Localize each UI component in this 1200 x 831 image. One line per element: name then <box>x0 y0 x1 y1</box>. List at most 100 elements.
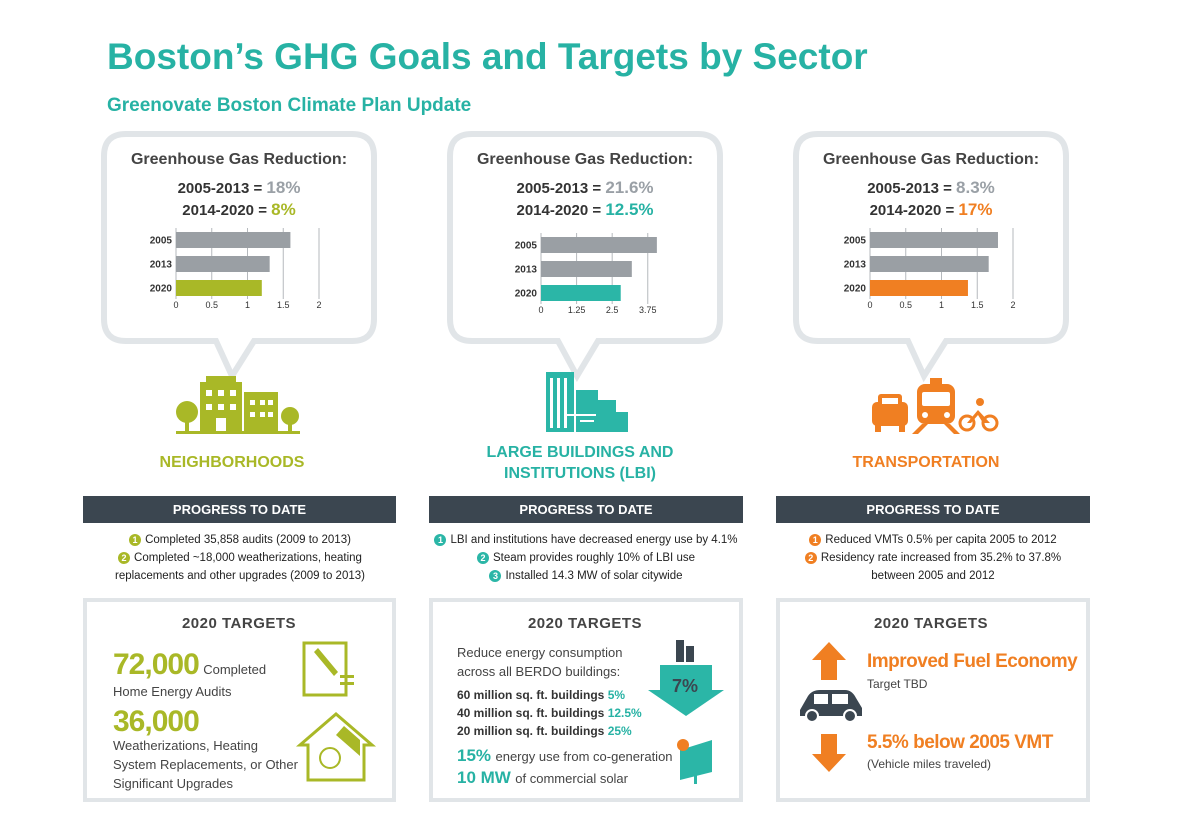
bar <box>176 280 262 296</box>
bar <box>870 256 989 272</box>
x-tick-label: 1 <box>939 300 944 310</box>
target-heading: Improved Fuel Economy <box>867 651 1078 672</box>
targets-title: 2020 TARGETS <box>527 615 643 632</box>
x-tick-label: 2 <box>1010 300 1015 310</box>
target-figure: 15% <box>457 746 492 765</box>
target-line: 40 million sq. ft. buildings 12.5% <box>457 704 642 722</box>
y-tick-label: 2013 <box>150 260 173 271</box>
target-text: (Vehicle miles traveled) <box>867 757 992 771</box>
reduction: 2005-2013 = 21.6% <box>516 178 653 198</box>
progress-item: 2 Residency rate increased from 35.2% to … <box>790 549 1076 585</box>
reduction: 2014-2020 = 17% <box>870 200 993 220</box>
bar <box>176 232 291 248</box>
progress-list: 1 LBI and institutions have decreased ene… <box>429 531 743 585</box>
targets-title: 2020 TARGETS <box>181 615 297 632</box>
reduction-value: 12.5% <box>605 200 654 219</box>
bar <box>541 237 657 253</box>
x-tick-label: 1.25 <box>568 305 586 315</box>
item-number: 1 <box>129 534 142 546</box>
item-number: 1 <box>809 534 822 546</box>
item-number: 2 <box>804 552 817 564</box>
targets-title: 2020 TARGETS <box>873 615 989 632</box>
item-text: Completed 35,858 audits (2009 to 2013) <box>145 534 351 546</box>
reduction: 2014-2020 = 12.5% <box>516 200 653 220</box>
line-value: 5% <box>607 688 626 702</box>
x-tick-label: 1.5 <box>971 300 984 310</box>
item-text: Installed 14.3 MW of solar citywide <box>505 570 683 582</box>
target-figure: 36,000 <box>113 705 200 738</box>
progress-header: PROGRESS TO DATE <box>429 496 743 523</box>
reduction-value: 21.6% <box>605 178 654 197</box>
y-tick-label: 2005 <box>515 241 538 252</box>
item-number: 2 <box>476 552 489 564</box>
item-number: 1 <box>434 534 447 546</box>
transportation-icon <box>872 378 999 434</box>
bubble <box>101 131 377 383</box>
target-text: Target TBD <box>867 677 928 691</box>
bubble <box>793 131 1069 383</box>
item-text: Completed ~18,000 weatherizations, heati… <box>115 552 365 582</box>
bubble-title: Greenhouse Gas Reduction: <box>822 151 1040 168</box>
reduction-label: 2005-2013 = <box>177 180 263 197</box>
y-tick-label: 2013 <box>844 260 867 271</box>
bar <box>176 256 270 272</box>
progress-item: 1 Completed 35,858 audits (2009 to 2013) <box>100 531 380 549</box>
target-figure: 72,000 <box>113 648 200 681</box>
badge: 7% <box>672 676 699 696</box>
target-heading: 5.5% below 2005 VMT <box>867 732 1053 753</box>
x-tick-label: 1 <box>245 300 250 310</box>
x-tick-label: 0 <box>867 300 872 310</box>
title: Boston’s GHG Goals and Targets by Sector <box>107 36 868 77</box>
bubble-title: Greenhouse Gas Reduction: <box>130 151 348 168</box>
bubbles <box>101 131 1069 383</box>
reduction-label: 2014-2020 = <box>182 202 267 219</box>
reduction-value: 8% <box>271 200 296 219</box>
item-text: Residency rate increased from 35.2% to 3… <box>820 552 1062 582</box>
target-figure: 10 MW <box>457 768 511 787</box>
bar <box>541 261 632 277</box>
reduction-label: 2014-2020 = <box>516 202 602 219</box>
item-text: Steam provides roughly 10% of LBI use <box>492 552 695 564</box>
y-tick-label: 2005 <box>844 236 867 247</box>
item-text: LBI and institutions have decreased ener… <box>450 534 738 546</box>
bar <box>870 232 998 248</box>
target: 72,000 Completed Home Energy Audits <box>113 648 293 701</box>
subtitle: Greenovate Boston Climate Plan Update <box>107 95 472 116</box>
lbi-icon <box>546 372 628 432</box>
targets-box <box>83 598 396 802</box>
bubble <box>447 131 723 383</box>
target-text: Completed Home Energy Audits <box>113 662 267 699</box>
reduction: 2005-2013 = 8.3% <box>867 178 995 198</box>
progress-header: PROGRESS TO DATE <box>83 496 396 523</box>
reduction: 2005-2013 = 18% <box>178 178 301 198</box>
reduction-label: 2005-2013 = <box>867 180 952 197</box>
reduction-value: 8.3% <box>956 178 995 197</box>
line-text: 60 million sq. ft. buildings <box>457 688 605 702</box>
progress-header: PROGRESS TO DATE <box>776 496 1090 523</box>
targets-box <box>429 598 743 802</box>
target: 36,000 Weatherizations, Heating System R… <box>113 707 298 793</box>
line-text: 40 million sq. ft. buildings <box>457 706 605 720</box>
reduction-value: 17% <box>958 200 993 219</box>
sector-name: TRANSPORTATION <box>852 454 1000 471</box>
x-tick-label: 0 <box>173 300 178 310</box>
y-tick-label: 2020 <box>515 289 538 300</box>
bar <box>541 285 621 301</box>
target-line: 60 million sq. ft. buildings 5% <box>457 686 642 704</box>
y-tick-label: 2005 <box>150 236 173 247</box>
y-tick-label: 2020 <box>844 284 867 295</box>
reduction-value: 18% <box>266 178 301 197</box>
progress-item: 2 Steam provides roughly 10% of LBI use <box>429 549 743 567</box>
progress-list: 1 Completed 35,858 audits (2009 to 2013) … <box>100 531 380 585</box>
target-text: of commercial solar <box>515 771 628 786</box>
bar <box>870 280 968 296</box>
progress-list: 1 Reduced VMTs 0.5% per capita 2005 to 20… <box>790 531 1076 585</box>
target: 10 MW of commercial solar <box>457 768 628 788</box>
reduction-label: 2005-2013 = <box>516 180 602 197</box>
y-tick-label: 2013 <box>515 265 538 276</box>
target-text: Weatherizations, Heating System Replacem… <box>113 738 298 791</box>
target-line: 20 million sq. ft. buildings 25% <box>457 722 642 740</box>
target-icons <box>295 640 862 784</box>
y-tick-label: 2020 <box>150 284 173 295</box>
